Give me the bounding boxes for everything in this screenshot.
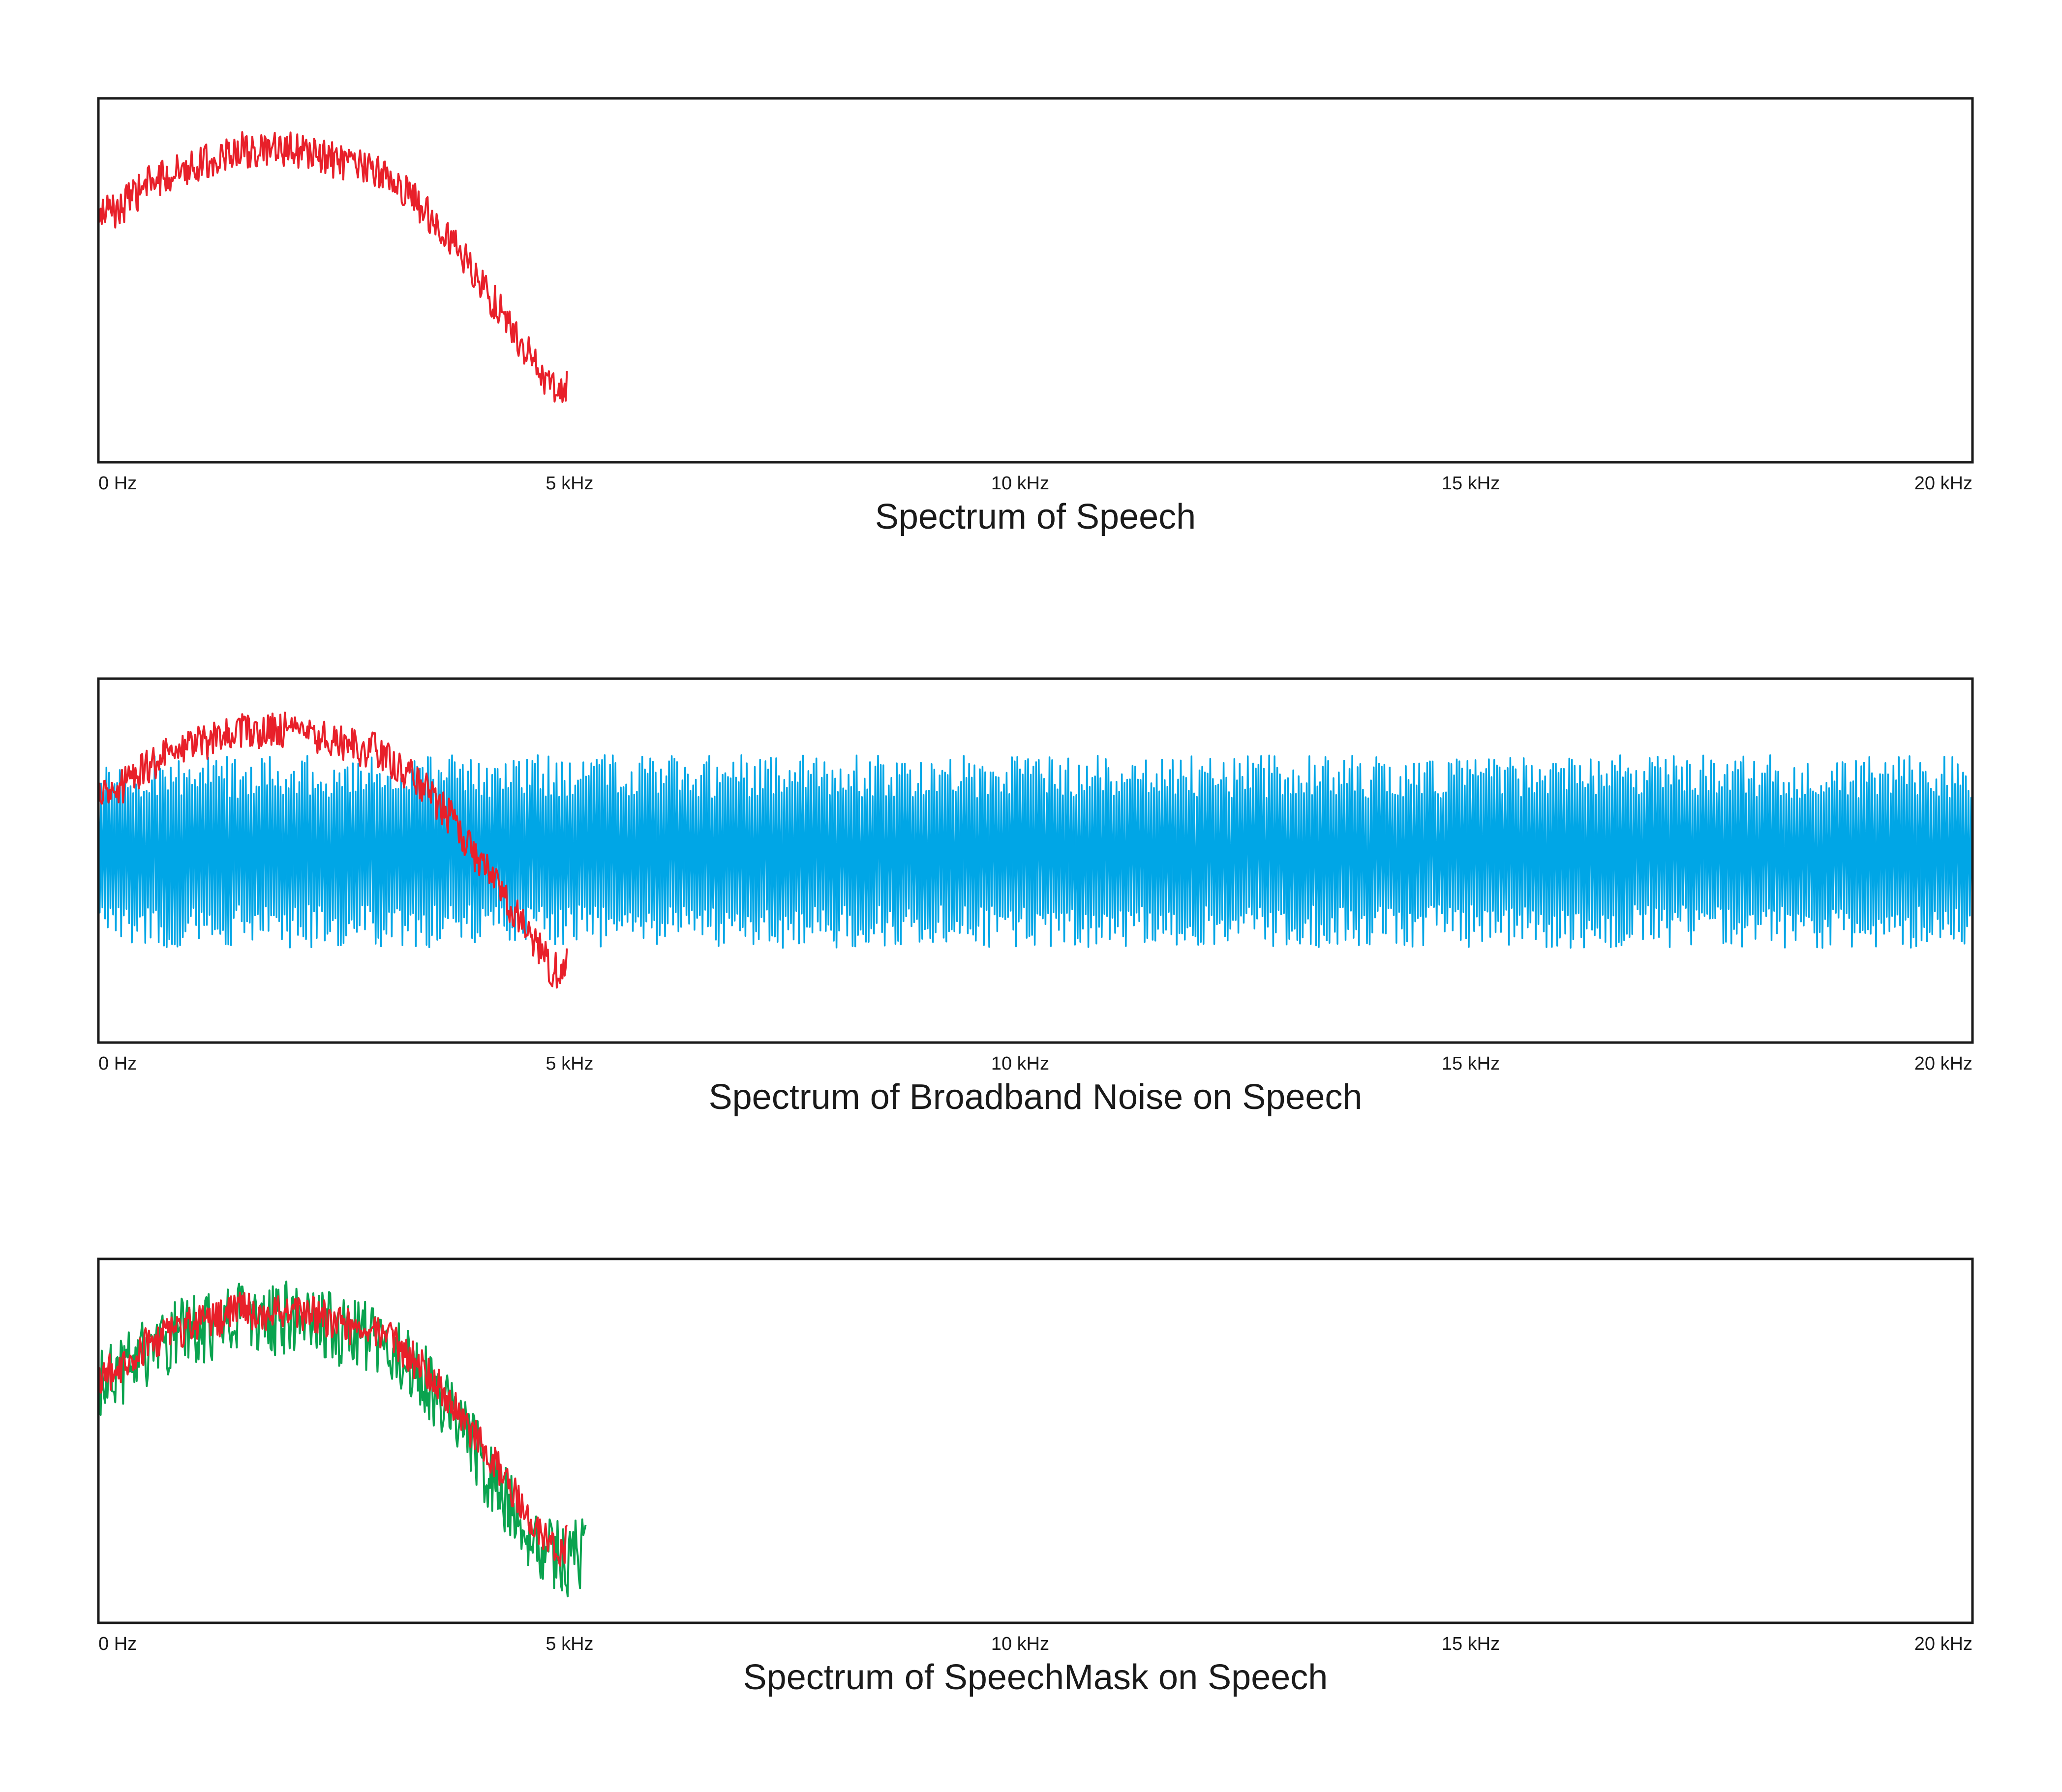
chart-panel-broadband-noise: 0 Hz 5 kHz 10 kHz 15 kHz 20 kHz Spectrum…: [0, 580, 2062, 1121]
chart-svg-speech: 0 Hz 5 kHz 10 kHz 15 kHz 20 kHz Spectrum…: [97, 97, 1974, 537]
series-layer: [97, 712, 1973, 989]
plot-frame: [97, 677, 1974, 1044]
series-line: [97, 712, 568, 989]
plot-frame: [97, 1257, 1974, 1624]
series-layer: [97, 1281, 587, 1598]
x-tick-label: 10 kHz: [991, 1634, 1049, 1654]
x-tick-label: 5 kHz: [546, 473, 593, 494]
x-tick-label: 0 Hz: [98, 473, 137, 494]
chart-svg-broadband-noise: 0 Hz 5 kHz 10 kHz 15 kHz 20 kHz Spectrum…: [97, 677, 1974, 1117]
series-line: [97, 1291, 568, 1567]
x-tick-label: 15 kHz: [1442, 1634, 1500, 1654]
x-axis-ticks: 0 Hz 5 kHz 10 kHz 15 kHz 20 kHz: [98, 1634, 1972, 1654]
x-tick-label: 20 kHz: [1914, 1053, 1972, 1074]
series-line: [97, 1281, 587, 1598]
series-line: [97, 131, 568, 403]
x-tick-label: 20 kHz: [1914, 473, 1972, 494]
chart-title: Spectrum of Speech: [875, 497, 1196, 537]
chart-svg-speechmask: 0 Hz 5 kHz 10 kHz 15 kHz 20 kHz Spectrum…: [97, 1257, 1974, 1697]
x-axis-ticks: 0 Hz 5 kHz 10 kHz 15 kHz 20 kHz: [98, 473, 1972, 494]
x-tick-label: 10 kHz: [991, 1053, 1049, 1074]
series-line: [97, 754, 1973, 949]
chart-panel-speechmask: 0 Hz 5 kHz 10 kHz 15 kHz 20 kHz Spectrum…: [0, 1161, 2062, 1702]
x-tick-label: 5 kHz: [546, 1634, 593, 1654]
x-tick-label: 0 Hz: [98, 1053, 137, 1074]
x-tick-label: 20 kHz: [1914, 1634, 1972, 1654]
plot-frame: [97, 97, 1974, 464]
x-tick-label: 15 kHz: [1442, 1053, 1500, 1074]
series-layer: [97, 131, 568, 403]
x-tick-label: 10 kHz: [991, 473, 1049, 494]
x-axis-ticks: 0 Hz 5 kHz 10 kHz 15 kHz 20 kHz: [98, 1053, 1972, 1074]
x-tick-label: 5 kHz: [546, 1053, 593, 1074]
x-tick-label: 0 Hz: [98, 1634, 137, 1654]
chart-title: Spectrum of SpeechMask on Speech: [743, 1658, 1328, 1697]
x-tick-label: 15 kHz: [1442, 473, 1500, 494]
chart-panel-speech: 0 Hz 5 kHz 10 kHz 15 kHz 20 kHz Spectrum…: [0, 0, 2062, 541]
chart-title: Spectrum of Broadband Noise on Speech: [709, 1077, 1363, 1117]
